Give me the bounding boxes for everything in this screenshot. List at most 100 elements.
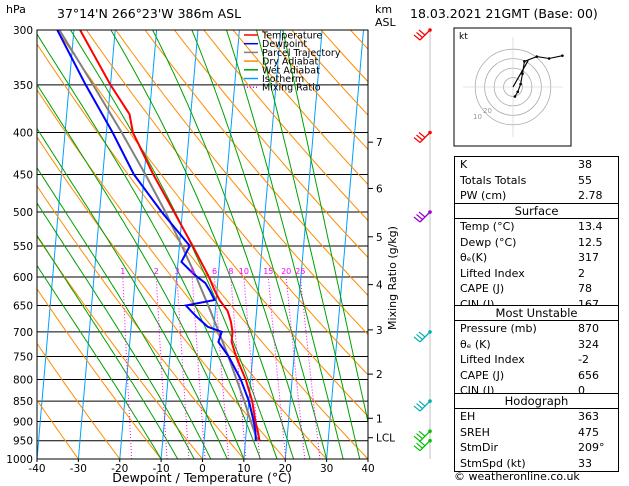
asl-label: ASL — [375, 16, 397, 29]
x-axis-label: Dewpoint / Temperature (°C) — [112, 470, 291, 485]
legend-label-wet_adiabat: Wet Adiabat — [262, 65, 320, 76]
wet-adiabat-line — [37, 33, 261, 459]
height-tick-5: 5 — [376, 232, 383, 244]
wind-barb-flag — [418, 400, 426, 407]
legend-label-temperature: Temperature — [261, 31, 322, 42]
wet-adiabat-line — [282, 30, 368, 424]
hodograph-table-value: 33 — [578, 456, 592, 470]
surface-panel: Surface Temp (°C) 13.4 Dewp (°C) 12.5 θₑ(K) 3… — [454, 203, 619, 314]
x-tick-label: 10 — [237, 463, 250, 475]
wind-barb — [413, 210, 432, 223]
storm-motion-arrow — [512, 60, 529, 88]
pressure-unit-label: hPa — [6, 3, 26, 16]
mixing-ratio-label: 4 — [190, 267, 195, 276]
most-unstable-row: θₑ (K) 324 — [455, 337, 618, 353]
surface-label: Temp (°C) — [460, 220, 515, 233]
mixing-ratio-line — [299, 276, 321, 459]
hodograph-table-value: 209° — [578, 441, 605, 455]
most-unstable-label: Lifted Index — [460, 353, 525, 367]
pressure-tick-350: 350 — [13, 80, 33, 92]
isotherm-line — [160, 30, 199, 459]
temperature-profile-line — [79, 30, 261, 441]
hodograph-point — [523, 60, 526, 63]
hodograph-point — [519, 82, 522, 86]
most-unstable-value: 324 — [578, 337, 599, 351]
hodograph-point — [521, 72, 524, 75]
surface-value: 317 — [578, 251, 599, 265]
pressure-tick-850: 850 — [13, 396, 33, 408]
indices-value: 2.78 — [578, 189, 603, 203]
wind-barb — [413, 399, 432, 412]
most-unstable-label: CAPE (J) — [460, 368, 505, 382]
mixing-ratio-label: 1 — [120, 267, 125, 276]
surface-row: CAPE (J) 78 — [455, 281, 618, 297]
dry-adiabat-line — [144, 30, 368, 297]
wet-adiabat-line — [191, 30, 328, 459]
legend-label-dry_adiabat: Dry Adiabat — [262, 57, 319, 68]
indices-value: 55 — [578, 173, 592, 187]
legend-label-dewpoint: Dewpoint — [262, 39, 307, 50]
wind-barb-flag — [413, 336, 421, 343]
hodograph-point — [516, 90, 520, 94]
dry-adiabat-line — [232, 30, 368, 186]
wind-barb — [413, 130, 432, 143]
wind-barb-dot — [428, 28, 432, 32]
dry-adiabat-line — [115, 30, 368, 336]
most-unstable-row: CAPE (J) 656 — [455, 368, 618, 384]
hodograph-table-panel: Hodograph EH 363 SREH 475 StmDir 209° StmSpd (… — [454, 393, 619, 473]
height-tick-2: 2 — [376, 369, 383, 381]
indices-row: PW (cm) 2.78 — [455, 188, 618, 204]
wind-barb-flag — [413, 137, 421, 143]
mixing-ratio-label: 8 — [228, 267, 233, 276]
wind-barb — [413, 429, 432, 442]
hodograph-table-title: Hodograph — [455, 394, 618, 409]
mixing-ratio-label: 2 — [154, 267, 159, 276]
indices-value: 38 — [578, 158, 592, 171]
most-unstable-row: Lifted Index -2 — [455, 352, 618, 368]
mixing-ratio-label: 15 — [263, 267, 273, 276]
wet-adiabat-line — [37, 202, 195, 459]
surface-row: θₑ(K) 317 — [455, 250, 618, 266]
isotherm-line — [202, 30, 240, 459]
wind-barb-flag — [413, 405, 421, 412]
pressure-tick-600: 600 — [13, 272, 33, 284]
x-tick-label: -40 — [28, 463, 45, 475]
surface-value: 13.4 — [578, 220, 603, 233]
wind-barb-flag — [416, 134, 423, 141]
wet-adiabat-line — [152, 30, 311, 459]
dewpoint-profile-line — [56, 30, 257, 441]
hodograph-table-label: StmDir — [460, 441, 499, 455]
indices-row: K 38 — [455, 157, 618, 173]
hodograph-table-value: 475 — [578, 425, 599, 439]
wind-barb-flag — [418, 331, 426, 338]
wet-adiabat-line — [37, 264, 162, 459]
wet-adiabat-line — [110, 30, 294, 459]
most-unstable-value: 656 — [578, 368, 599, 382]
hodograph-table-value: 363 — [578, 410, 599, 423]
mixing-ratio-line — [214, 276, 230, 459]
surface-value: 78 — [578, 282, 592, 296]
surface-title: Surface — [455, 204, 618, 219]
wind-barb-flag — [416, 403, 423, 410]
datetime-title: 18.03.2021 21GMT (Base: 00) — [410, 6, 598, 21]
dry-adiabat-line — [37, 288, 162, 459]
wind-barb-flag — [416, 442, 423, 449]
surface-row: Dewp (°C) 12.5 — [455, 235, 618, 251]
surface-row: Temp (°C) 13.4 — [455, 219, 618, 235]
surface-label: Dewp (°C) — [460, 235, 517, 249]
surface-value: 12.5 — [578, 235, 603, 249]
hodograph-table-row: SREH 475 — [455, 425, 618, 441]
ylabel-mixing-ratio: Mixing Ratio (g/kg) — [386, 226, 399, 330]
pressure-tick-750: 750 — [13, 351, 33, 363]
hodograph-table-row: EH 363 — [455, 409, 618, 425]
wind-barb-flag — [418, 440, 426, 447]
mixing-ratio-label: 25 — [295, 267, 305, 276]
surface-value: 2 — [578, 266, 585, 280]
indices-row: Totals Totals 55 — [455, 173, 618, 189]
wind-barb-dot — [428, 210, 432, 214]
wind-barb-flag — [413, 445, 421, 452]
mixing-ratio-line — [230, 276, 247, 459]
hodograph-kt-label: kt — [459, 32, 468, 42]
hodograph-grey-mark: 10 — [473, 113, 482, 121]
